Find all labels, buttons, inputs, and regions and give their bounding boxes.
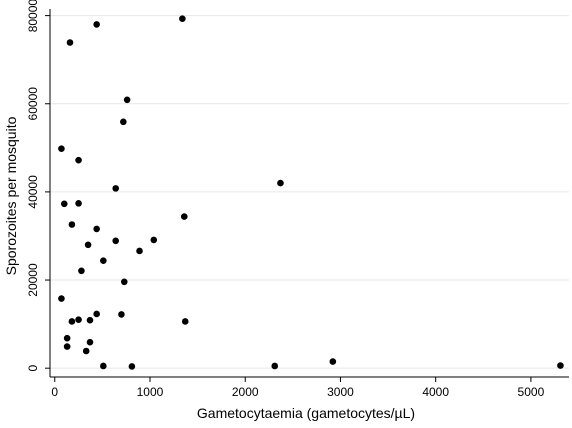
- y-tick-label: 60000: [26, 87, 40, 121]
- data-point: [118, 311, 125, 318]
- data-point: [100, 257, 107, 264]
- data-point: [66, 39, 74, 46]
- data-point: [58, 295, 65, 302]
- data-point: [63, 334, 71, 342]
- axes: [49, 9, 569, 378]
- data-point: [112, 185, 120, 192]
- y-tick-label: 0: [26, 365, 40, 372]
- data-point: [86, 316, 94, 324]
- y-tick-label: 20000: [26, 263, 40, 297]
- data-point: [557, 362, 564, 369]
- x-tick-label: 0: [51, 385, 58, 399]
- data-point: [179, 15, 186, 22]
- gridlines: [50, 15, 569, 369]
- data-point: [181, 318, 189, 325]
- x-tick-label: 3000: [327, 385, 354, 399]
- data-point: [78, 267, 85, 275]
- data-point: [58, 145, 65, 153]
- data-point: [271, 362, 279, 370]
- data-point: [136, 247, 143, 255]
- tick-marks: [45, 15, 532, 382]
- data-point: [329, 358, 337, 365]
- data-point: [84, 241, 92, 249]
- data-point: [75, 316, 82, 324]
- x-tick-label: 5000: [518, 385, 545, 399]
- data-point: [112, 237, 120, 245]
- data-point: [123, 96, 131, 104]
- data-point: [75, 200, 82, 207]
- data-point: [93, 21, 100, 28]
- data-point: [277, 179, 284, 187]
- tick-labels: 0 20000 40000 60000 80000 0 1000 2000 3000 4000 50…: [26, 0, 545, 399]
- x-axis-title: Gametocytaemia (gametocytes/µL): [197, 405, 415, 421]
- data-point: [180, 213, 188, 220]
- data-points: [58, 15, 564, 370]
- data-point: [150, 236, 158, 244]
- data-point: [60, 200, 68, 208]
- y-axis-title: Sporozoites per mosquito: [3, 116, 19, 275]
- data-point: [68, 318, 76, 325]
- data-point: [86, 338, 94, 346]
- y-tick-label: 40000: [26, 175, 40, 209]
- data-point: [120, 278, 128, 286]
- x-tick-label: 2000: [232, 385, 259, 399]
- data-point: [75, 156, 82, 164]
- data-point: [120, 118, 127, 126]
- x-tick-label: 4000: [422, 385, 449, 399]
- data-point: [100, 362, 107, 370]
- x-tick-label: 1000: [137, 385, 164, 399]
- data-point: [93, 225, 100, 233]
- data-point: [82, 347, 90, 355]
- data-point: [63, 343, 71, 350]
- data-point: [93, 310, 100, 318]
- data-point: [128, 363, 136, 370]
- y-tick-label: 80000: [26, 0, 40, 32]
- data-point: [68, 221, 76, 228]
